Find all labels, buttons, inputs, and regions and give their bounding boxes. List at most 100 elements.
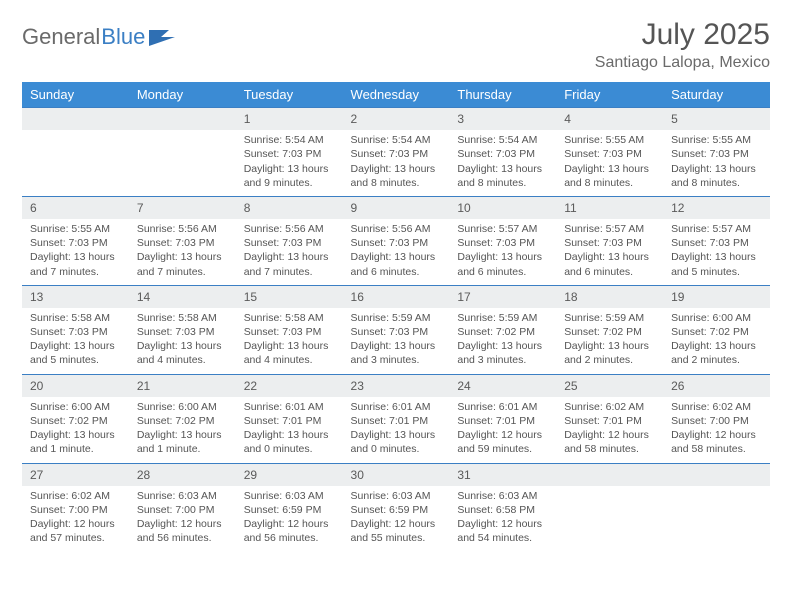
daylight-line: Daylight: 13 hours and 7 minutes.	[30, 250, 121, 278]
day-number: 30	[343, 463, 450, 486]
sunset-line: Sunset: 7:03 PM	[457, 236, 548, 250]
calendar-day-cell: 8Sunrise: 5:56 AMSunset: 7:03 PMDaylight…	[236, 196, 343, 285]
daylight-line: Daylight: 13 hours and 4 minutes.	[137, 339, 228, 367]
daylight-line: Daylight: 13 hours and 3 minutes.	[457, 339, 548, 367]
day-number: 21	[129, 374, 236, 397]
daylight-line: Daylight: 13 hours and 5 minutes.	[671, 250, 762, 278]
calendar-day-cell: 2Sunrise: 5:54 AMSunset: 7:03 PMDaylight…	[343, 107, 450, 196]
day-details: Sunrise: 5:54 AMSunset: 7:03 PMDaylight:…	[449, 130, 556, 196]
day-number: 23	[343, 374, 450, 397]
day-number: 4	[556, 107, 663, 130]
sunset-line: Sunset: 6:58 PM	[457, 503, 548, 517]
day-details: Sunrise: 6:01 AMSunset: 7:01 PMDaylight:…	[236, 397, 343, 463]
day-details: Sunrise: 5:56 AMSunset: 7:03 PMDaylight:…	[236, 219, 343, 285]
daylight-line: Daylight: 13 hours and 6 minutes.	[564, 250, 655, 278]
calendar-day-cell: 16Sunrise: 5:59 AMSunset: 7:03 PMDayligh…	[343, 285, 450, 374]
sunrise-line: Sunrise: 6:00 AM	[30, 400, 121, 414]
weekday-header: Thursday	[449, 82, 556, 107]
calendar-day-cell: 10Sunrise: 5:57 AMSunset: 7:03 PMDayligh…	[449, 196, 556, 285]
day-number: 7	[129, 196, 236, 219]
calendar-day-cell: 5Sunrise: 5:55 AMSunset: 7:03 PMDaylight…	[663, 107, 770, 196]
daylight-line: Daylight: 12 hours and 59 minutes.	[457, 428, 548, 456]
daylight-line: Daylight: 12 hours and 58 minutes.	[564, 428, 655, 456]
calendar-day-cell: 14Sunrise: 5:58 AMSunset: 7:03 PMDayligh…	[129, 285, 236, 374]
calendar-day-cell: 12Sunrise: 5:57 AMSunset: 7:03 PMDayligh…	[663, 196, 770, 285]
sunrise-line: Sunrise: 5:57 AM	[457, 222, 548, 236]
sunset-line: Sunset: 7:03 PM	[457, 147, 548, 161]
calendar-day-cell: 24Sunrise: 6:01 AMSunset: 7:01 PMDayligh…	[449, 374, 556, 463]
sunrise-line: Sunrise: 6:03 AM	[137, 489, 228, 503]
daylight-line: Daylight: 13 hours and 4 minutes.	[244, 339, 335, 367]
day-number: 13	[22, 285, 129, 308]
day-number: 3	[449, 107, 556, 130]
sunrise-line: Sunrise: 5:59 AM	[564, 311, 655, 325]
day-number: 29	[236, 463, 343, 486]
day-number	[663, 463, 770, 486]
day-number: 26	[663, 374, 770, 397]
day-details: Sunrise: 6:03 AMSunset: 6:59 PMDaylight:…	[236, 486, 343, 552]
day-details	[556, 486, 663, 546]
day-details: Sunrise: 6:03 AMSunset: 7:00 PMDaylight:…	[129, 486, 236, 552]
day-number: 8	[236, 196, 343, 219]
day-details: Sunrise: 5:55 AMSunset: 7:03 PMDaylight:…	[22, 219, 129, 285]
day-details: Sunrise: 5:59 AMSunset: 7:02 PMDaylight:…	[449, 308, 556, 374]
sunset-line: Sunset: 7:02 PM	[564, 325, 655, 339]
calendar-day-cell: 25Sunrise: 6:02 AMSunset: 7:01 PMDayligh…	[556, 374, 663, 463]
calendar-day-cell: 28Sunrise: 6:03 AMSunset: 7:00 PMDayligh…	[129, 463, 236, 552]
calendar-day-cell: 17Sunrise: 5:59 AMSunset: 7:02 PMDayligh…	[449, 285, 556, 374]
weekday-header-row: SundayMondayTuesdayWednesdayThursdayFrid…	[22, 82, 770, 107]
sunrise-line: Sunrise: 5:55 AM	[30, 222, 121, 236]
calendar-empty-cell	[556, 463, 663, 552]
day-number: 20	[22, 374, 129, 397]
sunrise-line: Sunrise: 5:55 AM	[671, 133, 762, 147]
sunrise-line: Sunrise: 6:00 AM	[137, 400, 228, 414]
calendar-day-cell: 13Sunrise: 5:58 AMSunset: 7:03 PMDayligh…	[22, 285, 129, 374]
sunset-line: Sunset: 7:03 PM	[30, 236, 121, 250]
daylight-line: Daylight: 12 hours and 55 minutes.	[351, 517, 442, 545]
calendar-day-cell: 23Sunrise: 6:01 AMSunset: 7:01 PMDayligh…	[343, 374, 450, 463]
day-details: Sunrise: 6:02 AMSunset: 7:01 PMDaylight:…	[556, 397, 663, 463]
sunset-line: Sunset: 7:00 PM	[30, 503, 121, 517]
calendar-day-cell: 7Sunrise: 5:56 AMSunset: 7:03 PMDaylight…	[129, 196, 236, 285]
daylight-line: Daylight: 13 hours and 1 minute.	[137, 428, 228, 456]
sunset-line: Sunset: 7:01 PM	[457, 414, 548, 428]
calendar-day-cell: 31Sunrise: 6:03 AMSunset: 6:58 PMDayligh…	[449, 463, 556, 552]
sunset-line: Sunset: 6:59 PM	[351, 503, 442, 517]
sunset-line: Sunset: 7:03 PM	[30, 325, 121, 339]
day-details: Sunrise: 6:01 AMSunset: 7:01 PMDaylight:…	[343, 397, 450, 463]
sunset-line: Sunset: 7:03 PM	[244, 236, 335, 250]
sunrise-line: Sunrise: 5:57 AM	[564, 222, 655, 236]
calendar-day-cell: 6Sunrise: 5:55 AMSunset: 7:03 PMDaylight…	[22, 196, 129, 285]
sunset-line: Sunset: 7:03 PM	[244, 147, 335, 161]
day-number: 15	[236, 285, 343, 308]
calendar-day-cell: 15Sunrise: 5:58 AMSunset: 7:03 PMDayligh…	[236, 285, 343, 374]
day-details: Sunrise: 5:59 AMSunset: 7:03 PMDaylight:…	[343, 308, 450, 374]
sunrise-line: Sunrise: 5:58 AM	[244, 311, 335, 325]
daylight-line: Daylight: 12 hours and 57 minutes.	[30, 517, 121, 545]
day-details: Sunrise: 5:57 AMSunset: 7:03 PMDaylight:…	[449, 219, 556, 285]
sunset-line: Sunset: 7:02 PM	[30, 414, 121, 428]
sunset-line: Sunset: 7:03 PM	[137, 236, 228, 250]
sunrise-line: Sunrise: 6:03 AM	[244, 489, 335, 503]
calendar-day-cell: 3Sunrise: 5:54 AMSunset: 7:03 PMDaylight…	[449, 107, 556, 196]
weekday-header: Tuesday	[236, 82, 343, 107]
sunrise-line: Sunrise: 5:55 AM	[564, 133, 655, 147]
sunrise-line: Sunrise: 5:57 AM	[671, 222, 762, 236]
calendar-day-cell: 30Sunrise: 6:03 AMSunset: 6:59 PMDayligh…	[343, 463, 450, 552]
daylight-line: Daylight: 13 hours and 7 minutes.	[244, 250, 335, 278]
calendar-week-row: 13Sunrise: 5:58 AMSunset: 7:03 PMDayligh…	[22, 285, 770, 374]
day-number: 2	[343, 107, 450, 130]
sunset-line: Sunset: 7:03 PM	[137, 325, 228, 339]
day-details: Sunrise: 6:00 AMSunset: 7:02 PMDaylight:…	[22, 397, 129, 463]
day-details: Sunrise: 5:56 AMSunset: 7:03 PMDaylight:…	[343, 219, 450, 285]
day-number: 17	[449, 285, 556, 308]
sunrise-line: Sunrise: 5:56 AM	[351, 222, 442, 236]
day-details: Sunrise: 5:58 AMSunset: 7:03 PMDaylight:…	[22, 308, 129, 374]
sunrise-line: Sunrise: 6:03 AM	[457, 489, 548, 503]
daylight-line: Daylight: 13 hours and 6 minutes.	[457, 250, 548, 278]
calendar-table: SundayMondayTuesdayWednesdayThursdayFrid…	[22, 82, 770, 551]
day-number: 19	[663, 285, 770, 308]
day-details	[663, 486, 770, 546]
sunset-line: Sunset: 7:03 PM	[564, 147, 655, 161]
sunset-line: Sunset: 7:02 PM	[671, 325, 762, 339]
